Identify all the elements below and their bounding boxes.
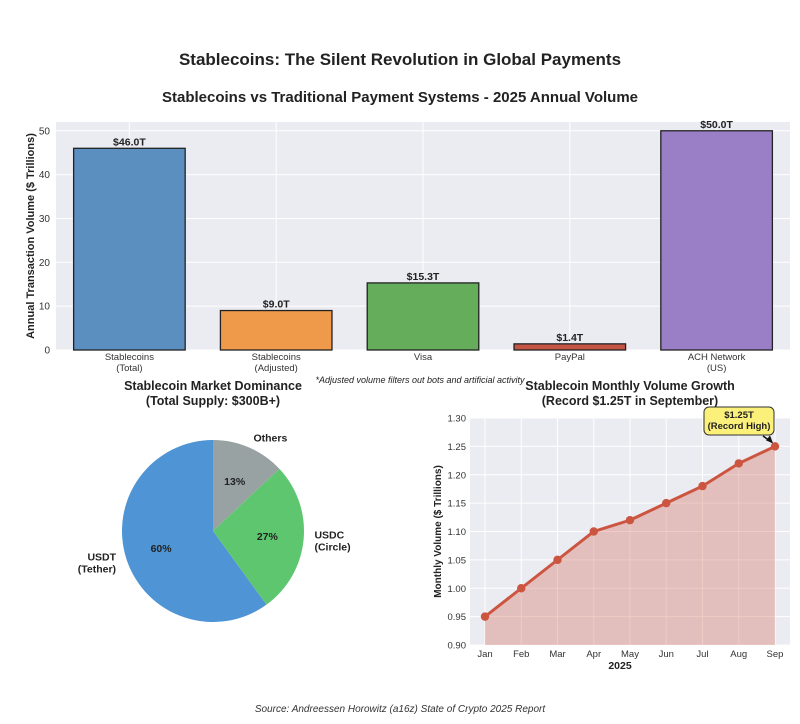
line-y-tick-label: 1.05 xyxy=(448,555,467,566)
line-x-tick-label: May xyxy=(621,649,639,660)
bar xyxy=(366,282,480,351)
line-y-tick-label: 0.95 xyxy=(448,612,467,623)
bar-value-label: $50.0T xyxy=(700,119,733,131)
pie-percent-label: 27% xyxy=(257,531,279,543)
line-x-tick-label: Jul xyxy=(696,649,708,660)
bar-y-tick-label: 10 xyxy=(39,302,51,313)
bar-category-label: Stablecoins xyxy=(105,352,154,363)
line-y-axis-label: Monthly Volume ($ Trillions) xyxy=(433,465,444,598)
line-y-tick-label: 1.30 xyxy=(448,414,467,425)
annotation-text: (Record High) xyxy=(708,421,771,432)
source-note: Source: Andreessen Horowitz (a16z) State… xyxy=(254,704,546,715)
bar-category-label: (US) xyxy=(707,363,727,374)
line-y-tick-label: 0.90 xyxy=(448,641,467,652)
bar-y-tick-label: 40 xyxy=(39,170,51,181)
pie-slice xyxy=(122,440,267,623)
annotation-arrowhead xyxy=(766,435,773,444)
bar-category-label: (Total) xyxy=(116,363,142,374)
pie-percent-label: 60% xyxy=(151,543,173,555)
pie-slice-label: (Circle) xyxy=(314,542,350,554)
pie-slice xyxy=(213,468,305,605)
figure-title: Stablecoins: The Silent Revolution in Gl… xyxy=(178,50,622,69)
line-x-tick-label: Sep xyxy=(767,649,784,660)
bar xyxy=(513,343,627,351)
line-x-tick-label: Jun xyxy=(659,649,674,660)
pie-slice-label: Others xyxy=(253,432,287,444)
line-y-tick-label: 1.20 xyxy=(448,470,467,481)
pie-chart-title: Stablecoin Market Dominance (Total Supply… xyxy=(124,379,302,408)
line-x-tick-label: Jan xyxy=(477,649,492,660)
bar-category-label: ACH Network xyxy=(688,352,746,363)
bar xyxy=(660,130,774,351)
bar xyxy=(219,309,333,351)
pie-slice-label: USDT xyxy=(87,551,116,563)
series-point xyxy=(553,555,562,565)
series-point xyxy=(625,515,635,525)
bar-y-tick-label: 0 xyxy=(44,346,50,357)
series-point xyxy=(589,527,598,536)
area-fill xyxy=(485,446,775,645)
pie-slice-label: (Tether) xyxy=(78,563,116,575)
bar-y-tick-label: 30 xyxy=(39,214,51,225)
series-point xyxy=(698,481,707,491)
series-point xyxy=(662,498,671,508)
bar-category-label: PayPal xyxy=(555,352,585,363)
series-point xyxy=(734,459,743,468)
line-chart-title: Stablecoin Monthly Volume Growth (Record … xyxy=(525,379,735,408)
adjusted-volume-note: *Adjusted volume filters out bots and ar… xyxy=(315,375,525,385)
annotation-box xyxy=(703,406,775,436)
bar-value-label: $46.0T xyxy=(113,136,146,148)
annotation-text: $1.25T xyxy=(724,410,754,421)
bar-category-label: Visa xyxy=(414,352,433,363)
pie-slice-label: USDC xyxy=(314,530,344,542)
line-x-tick-label: Aug xyxy=(730,649,747,660)
series-point xyxy=(517,584,526,593)
line-x-tick-label: Feb xyxy=(513,649,529,660)
bar-y-tick-label: 50 xyxy=(39,126,51,137)
bar-category-label: (Adjusted) xyxy=(255,363,298,374)
bar xyxy=(72,147,186,351)
bar-category-label: Stablecoins xyxy=(252,352,301,363)
bar-y-tick-label: 20 xyxy=(39,258,51,269)
line-x-tick-label: Apr xyxy=(586,649,601,660)
pie-slice xyxy=(213,440,280,531)
line-y-tick-label: 1.25 xyxy=(448,442,467,453)
bar-value-label: $15.3T xyxy=(407,271,440,283)
bar-chart-title: Stablecoins vs Traditional Payment Syste… xyxy=(162,89,638,106)
series-point xyxy=(770,442,780,451)
line-y-tick-label: 1.00 xyxy=(448,584,467,595)
line-x-axis-label: 2025 xyxy=(608,660,632,672)
bar-value-label: $9.0T xyxy=(263,299,290,311)
line-x-tick-label: Mar xyxy=(549,649,565,660)
bar-value-label: $1.4T xyxy=(556,332,583,344)
series-point xyxy=(480,612,490,621)
pie-percent-label: 13% xyxy=(224,476,246,488)
line-y-tick-label: 1.10 xyxy=(448,527,467,538)
line-y-tick-label: 1.15 xyxy=(448,499,467,510)
bar-y-axis-label: Annual Transaction Volume ($ Trillions) xyxy=(25,133,37,339)
